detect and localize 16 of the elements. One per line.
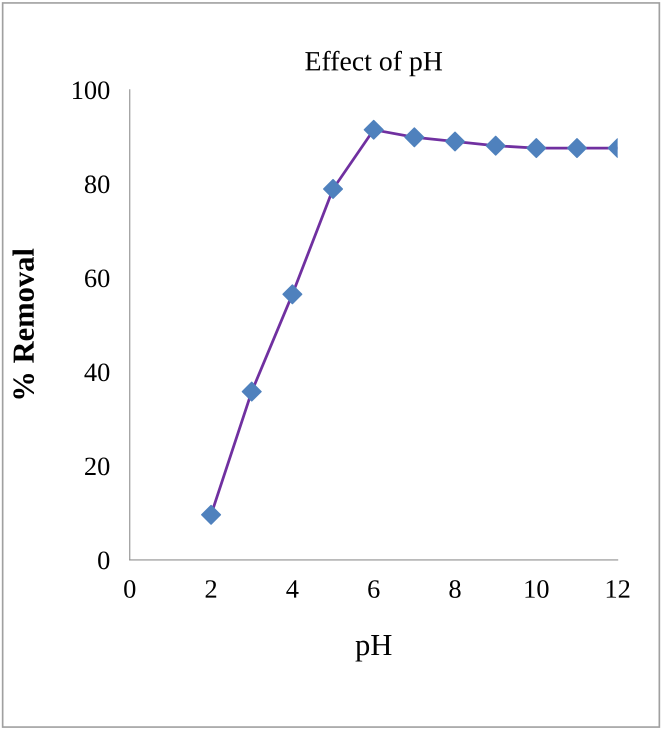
x-tick-label: 10 (525, 580, 549, 598)
y-tick-label: 60 (85, 269, 110, 288)
y-tick-label: 0 (98, 552, 110, 570)
x-tick-label: 12 (606, 580, 630, 598)
y-tick-label: 80 (84, 175, 110, 194)
x-tick-label: 6 (368, 580, 380, 598)
y-tick-label: 40 (84, 363, 110, 382)
x-tick-label: 8 (449, 580, 461, 598)
chart-title: Effect of pH (305, 50, 442, 76)
x-tick-label: 0 (124, 580, 136, 598)
x-tick-label: 2 (206, 580, 216, 598)
y-tick-label: 100 (73, 81, 110, 100)
x-tick-label: 4 (286, 580, 299, 598)
y-tick-label: 20 (85, 457, 110, 476)
x-axis-title: pH (356, 635, 392, 662)
y-axis-title: % Removal (12, 248, 34, 399)
